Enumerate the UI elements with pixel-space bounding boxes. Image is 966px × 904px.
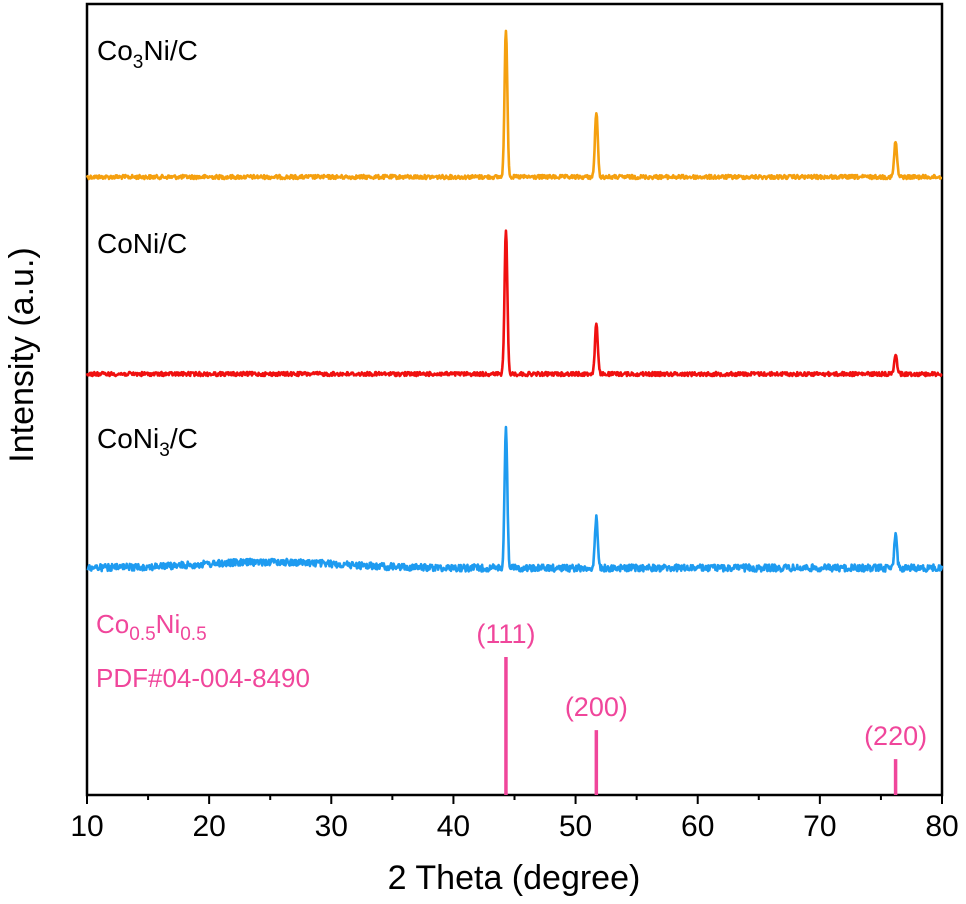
x-tick-label: 80 xyxy=(925,810,958,843)
y-axis-label: Intensity (a.u.) xyxy=(3,247,41,462)
x-tick-label: 70 xyxy=(803,810,836,843)
series-line-2 xyxy=(85,229,943,378)
reference-hkl-label-1: (111) xyxy=(476,619,535,649)
x-tick-label: 20 xyxy=(192,810,225,843)
reference-group: (111) (200) (220) xyxy=(476,619,927,795)
series-line-3 xyxy=(86,425,944,573)
series-label-coni: CoNi/C xyxy=(97,228,187,259)
reference-pdf-label: PDF#04-004-8490 xyxy=(96,663,310,693)
reference-phase-label: Co0.5Ni0.5 xyxy=(96,609,207,645)
x-tick-label: 10 xyxy=(70,810,103,843)
x-axis-label: 2 Theta (degree) xyxy=(388,859,641,897)
series-line-1 xyxy=(85,29,943,181)
x-tick-label: 60 xyxy=(681,810,714,843)
series-group xyxy=(85,29,944,573)
x-tick-label: 50 xyxy=(559,810,592,843)
series-label-co3ni: Co3Ni/C xyxy=(97,35,198,73)
reference-hkl-label-2: (200) xyxy=(565,692,628,722)
series-label-coni3: CoNi3/C xyxy=(97,423,198,461)
reference-hkl-label-3: (220) xyxy=(864,721,927,751)
x-axis-ticks: 10 20 30 40 50 60 70 80 xyxy=(70,795,959,843)
x-tick-label: 40 xyxy=(437,810,470,843)
x-tick-label: 30 xyxy=(315,810,348,843)
